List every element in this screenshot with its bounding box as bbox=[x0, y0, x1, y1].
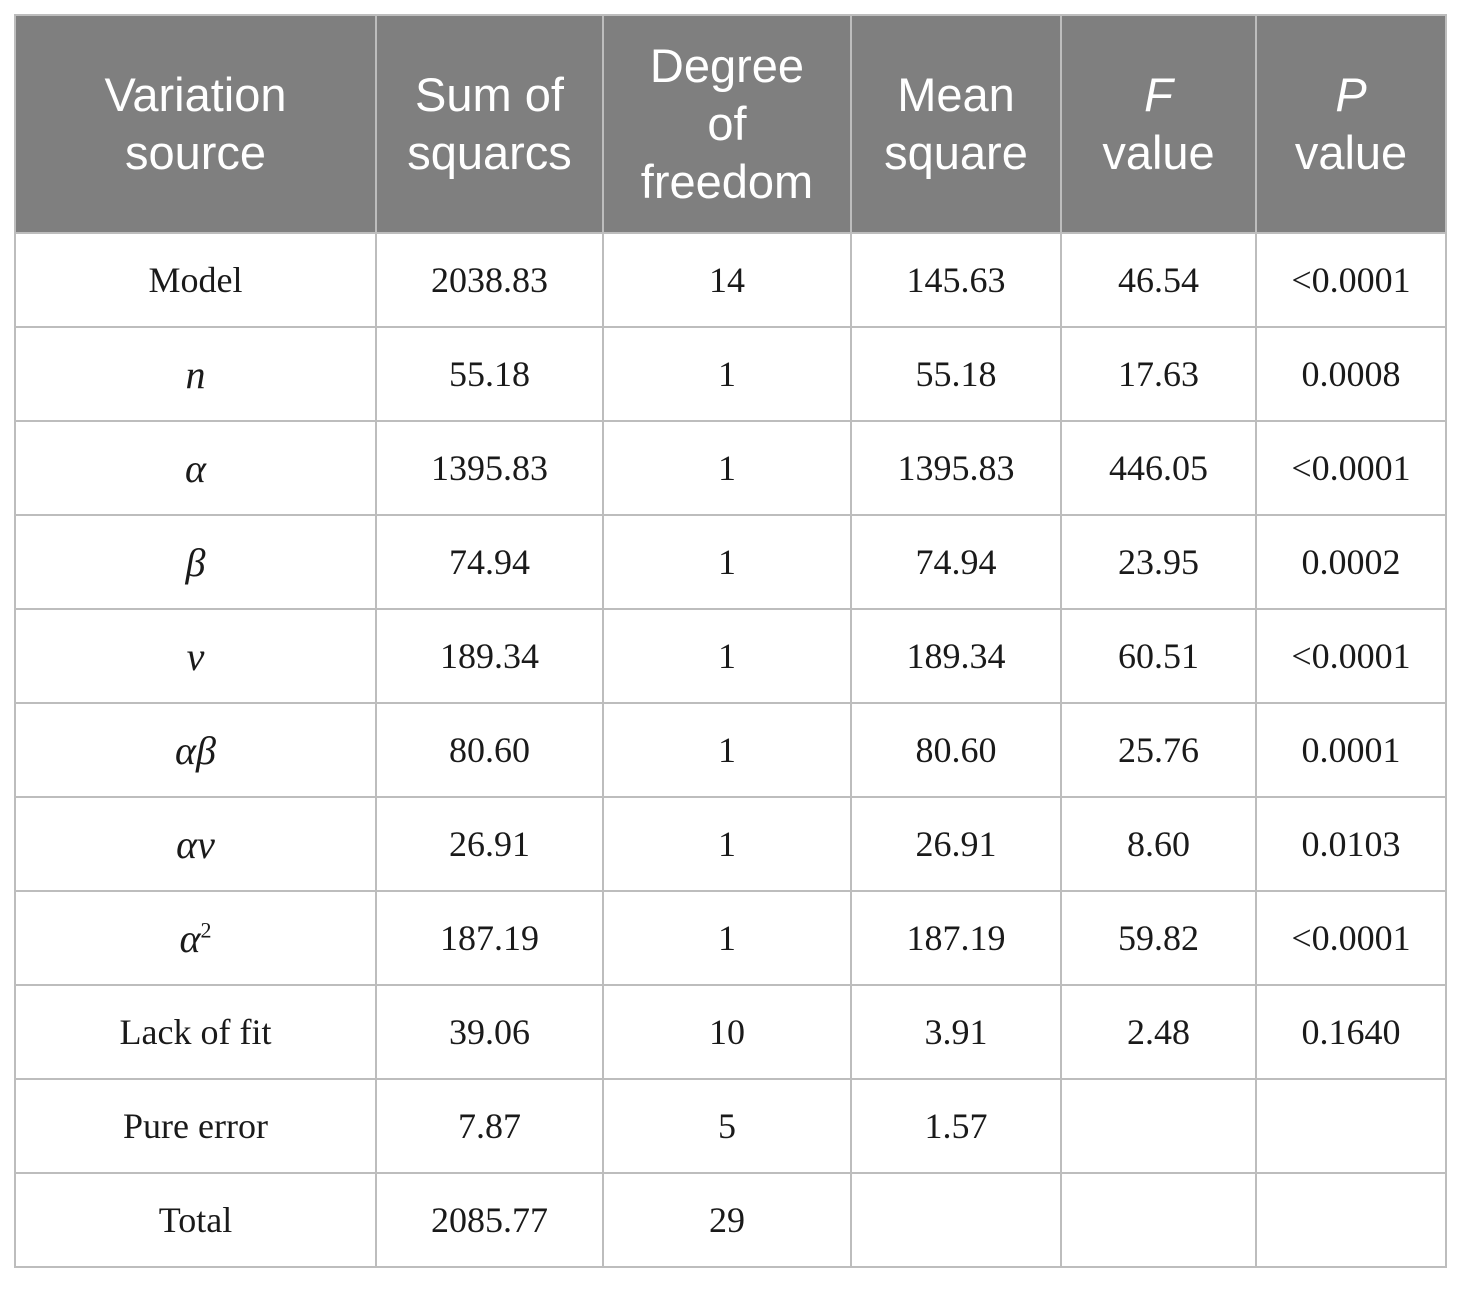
cell-degree-of-freedom: 1 bbox=[602, 702, 852, 798]
cell-p-value: 0.1640 bbox=[1255, 984, 1447, 1080]
cell-source: Lack of fit bbox=[14, 984, 377, 1080]
cell-p-value bbox=[1255, 1078, 1447, 1174]
cell-sum-of-squares: 2085.77 bbox=[375, 1172, 604, 1268]
cell-sum-of-squares: 55.18 bbox=[375, 326, 604, 422]
table-row: αβ 80.60 1 80.60 25.76 0.0001 bbox=[14, 702, 1447, 798]
header-mean-square: Mean square bbox=[850, 14, 1062, 234]
cell-p-value: 0.0008 bbox=[1255, 326, 1447, 422]
cell-degree-of-freedom: 14 bbox=[602, 232, 852, 328]
cell-p-value: <0.0001 bbox=[1255, 608, 1447, 704]
table-row: αν 26.91 1 26.91 8.60 0.0103 bbox=[14, 796, 1447, 892]
header-sum-of-squares: Sum of squarcs bbox=[375, 14, 604, 234]
cell-sum-of-squares: 80.60 bbox=[375, 702, 604, 798]
cell-mean-square: 74.94 bbox=[850, 514, 1062, 610]
cell-f-value: 59.82 bbox=[1060, 890, 1257, 986]
header-variation-source: Variation source bbox=[14, 14, 377, 234]
cell-source: α2 bbox=[14, 890, 377, 986]
cell-degree-of-freedom: 1 bbox=[602, 420, 852, 516]
table-row: α2 187.19 1 187.19 59.82 <0.0001 bbox=[14, 890, 1447, 986]
cell-f-value: 8.60 bbox=[1060, 796, 1257, 892]
cell-p-value: <0.0001 bbox=[1255, 420, 1447, 516]
table-row: Pure error 7.87 5 1.57 bbox=[14, 1078, 1447, 1174]
cell-mean-square: 55.18 bbox=[850, 326, 1062, 422]
cell-p-value: 0.0001 bbox=[1255, 702, 1447, 798]
header-row: Variation source Sum of squarcs Degree o… bbox=[14, 14, 1447, 234]
cell-p-value: <0.0001 bbox=[1255, 232, 1447, 328]
table-row: n 55.18 1 55.18 17.63 0.0008 bbox=[14, 326, 1447, 422]
cell-f-value: 446.05 bbox=[1060, 420, 1257, 516]
cell-source: Pure error bbox=[14, 1078, 377, 1174]
cell-p-value: <0.0001 bbox=[1255, 890, 1447, 986]
cell-degree-of-freedom: 1 bbox=[602, 608, 852, 704]
cell-degree-of-freedom: 10 bbox=[602, 984, 852, 1080]
cell-sum-of-squares: 7.87 bbox=[375, 1078, 604, 1174]
cell-mean-square: 3.91 bbox=[850, 984, 1062, 1080]
table-row: Total 2085.77 29 bbox=[14, 1172, 1447, 1268]
cell-source: Model bbox=[14, 232, 377, 328]
cell-source: ν bbox=[14, 608, 377, 704]
cell-source: αν bbox=[14, 796, 377, 892]
cell-p-value bbox=[1255, 1172, 1447, 1268]
cell-f-value: 23.95 bbox=[1060, 514, 1257, 610]
table-row: β 74.94 1 74.94 23.95 0.0002 bbox=[14, 514, 1447, 610]
table-row: Model 2038.83 14 145.63 46.54 <0.0001 bbox=[14, 232, 1447, 328]
cell-mean-square: 1395.83 bbox=[850, 420, 1062, 516]
cell-mean-square: 145.63 bbox=[850, 232, 1062, 328]
cell-source: α bbox=[14, 420, 377, 516]
cell-sum-of-squares: 189.34 bbox=[375, 608, 604, 704]
cell-degree-of-freedom: 1 bbox=[602, 890, 852, 986]
cell-sum-of-squares: 187.19 bbox=[375, 890, 604, 986]
cell-mean-square: 189.34 bbox=[850, 608, 1062, 704]
cell-sum-of-squares: 1395.83 bbox=[375, 420, 604, 516]
cell-f-value: 46.54 bbox=[1060, 232, 1257, 328]
cell-mean-square: 80.60 bbox=[850, 702, 1062, 798]
cell-f-value: 25.76 bbox=[1060, 702, 1257, 798]
cell-sum-of-squares: 39.06 bbox=[375, 984, 604, 1080]
table-row: ν 189.34 1 189.34 60.51 <0.0001 bbox=[14, 608, 1447, 704]
cell-degree-of-freedom: 1 bbox=[602, 326, 852, 422]
cell-degree-of-freedom: 1 bbox=[602, 796, 852, 892]
cell-sum-of-squares: 2038.83 bbox=[375, 232, 604, 328]
cell-sum-of-squares: 26.91 bbox=[375, 796, 604, 892]
cell-f-value: 17.63 bbox=[1060, 326, 1257, 422]
cell-degree-of-freedom: 29 bbox=[602, 1172, 852, 1268]
cell-f-value: 2.48 bbox=[1060, 984, 1257, 1080]
table-row: α 1395.83 1 1395.83 446.05 <0.0001 bbox=[14, 420, 1447, 516]
source-exponent: 2 bbox=[200, 917, 212, 943]
cell-source: Total bbox=[14, 1172, 377, 1268]
source-symbol: α bbox=[179, 915, 201, 961]
cell-degree-of-freedom: 1 bbox=[602, 514, 852, 610]
cell-degree-of-freedom: 5 bbox=[602, 1078, 852, 1174]
cell-mean-square: 26.91 bbox=[850, 796, 1062, 892]
header-p-value: P value bbox=[1255, 14, 1447, 234]
cell-source: αβ bbox=[14, 702, 377, 798]
anova-table-container: Variation source Sum of squarcs Degree o… bbox=[14, 14, 1447, 1268]
cell-p-value: 0.0103 bbox=[1255, 796, 1447, 892]
cell-p-value: 0.0002 bbox=[1255, 514, 1447, 610]
cell-mean-square bbox=[850, 1172, 1062, 1268]
header-f-value: F value bbox=[1060, 14, 1257, 234]
table-row: Lack of fit 39.06 10 3.91 2.48 0.1640 bbox=[14, 984, 1447, 1080]
cell-f-value bbox=[1060, 1078, 1257, 1174]
anova-table: Variation source Sum of squarcs Degree o… bbox=[14, 14, 1447, 1268]
cell-mean-square: 187.19 bbox=[850, 890, 1062, 986]
cell-f-value bbox=[1060, 1172, 1257, 1268]
cell-f-value: 60.51 bbox=[1060, 608, 1257, 704]
header-degree-of-freedom: Degree of freedom bbox=[602, 14, 852, 234]
cell-source: β bbox=[14, 514, 377, 610]
cell-mean-square: 1.57 bbox=[850, 1078, 1062, 1174]
cell-sum-of-squares: 74.94 bbox=[375, 514, 604, 610]
cell-source: n bbox=[14, 326, 377, 422]
